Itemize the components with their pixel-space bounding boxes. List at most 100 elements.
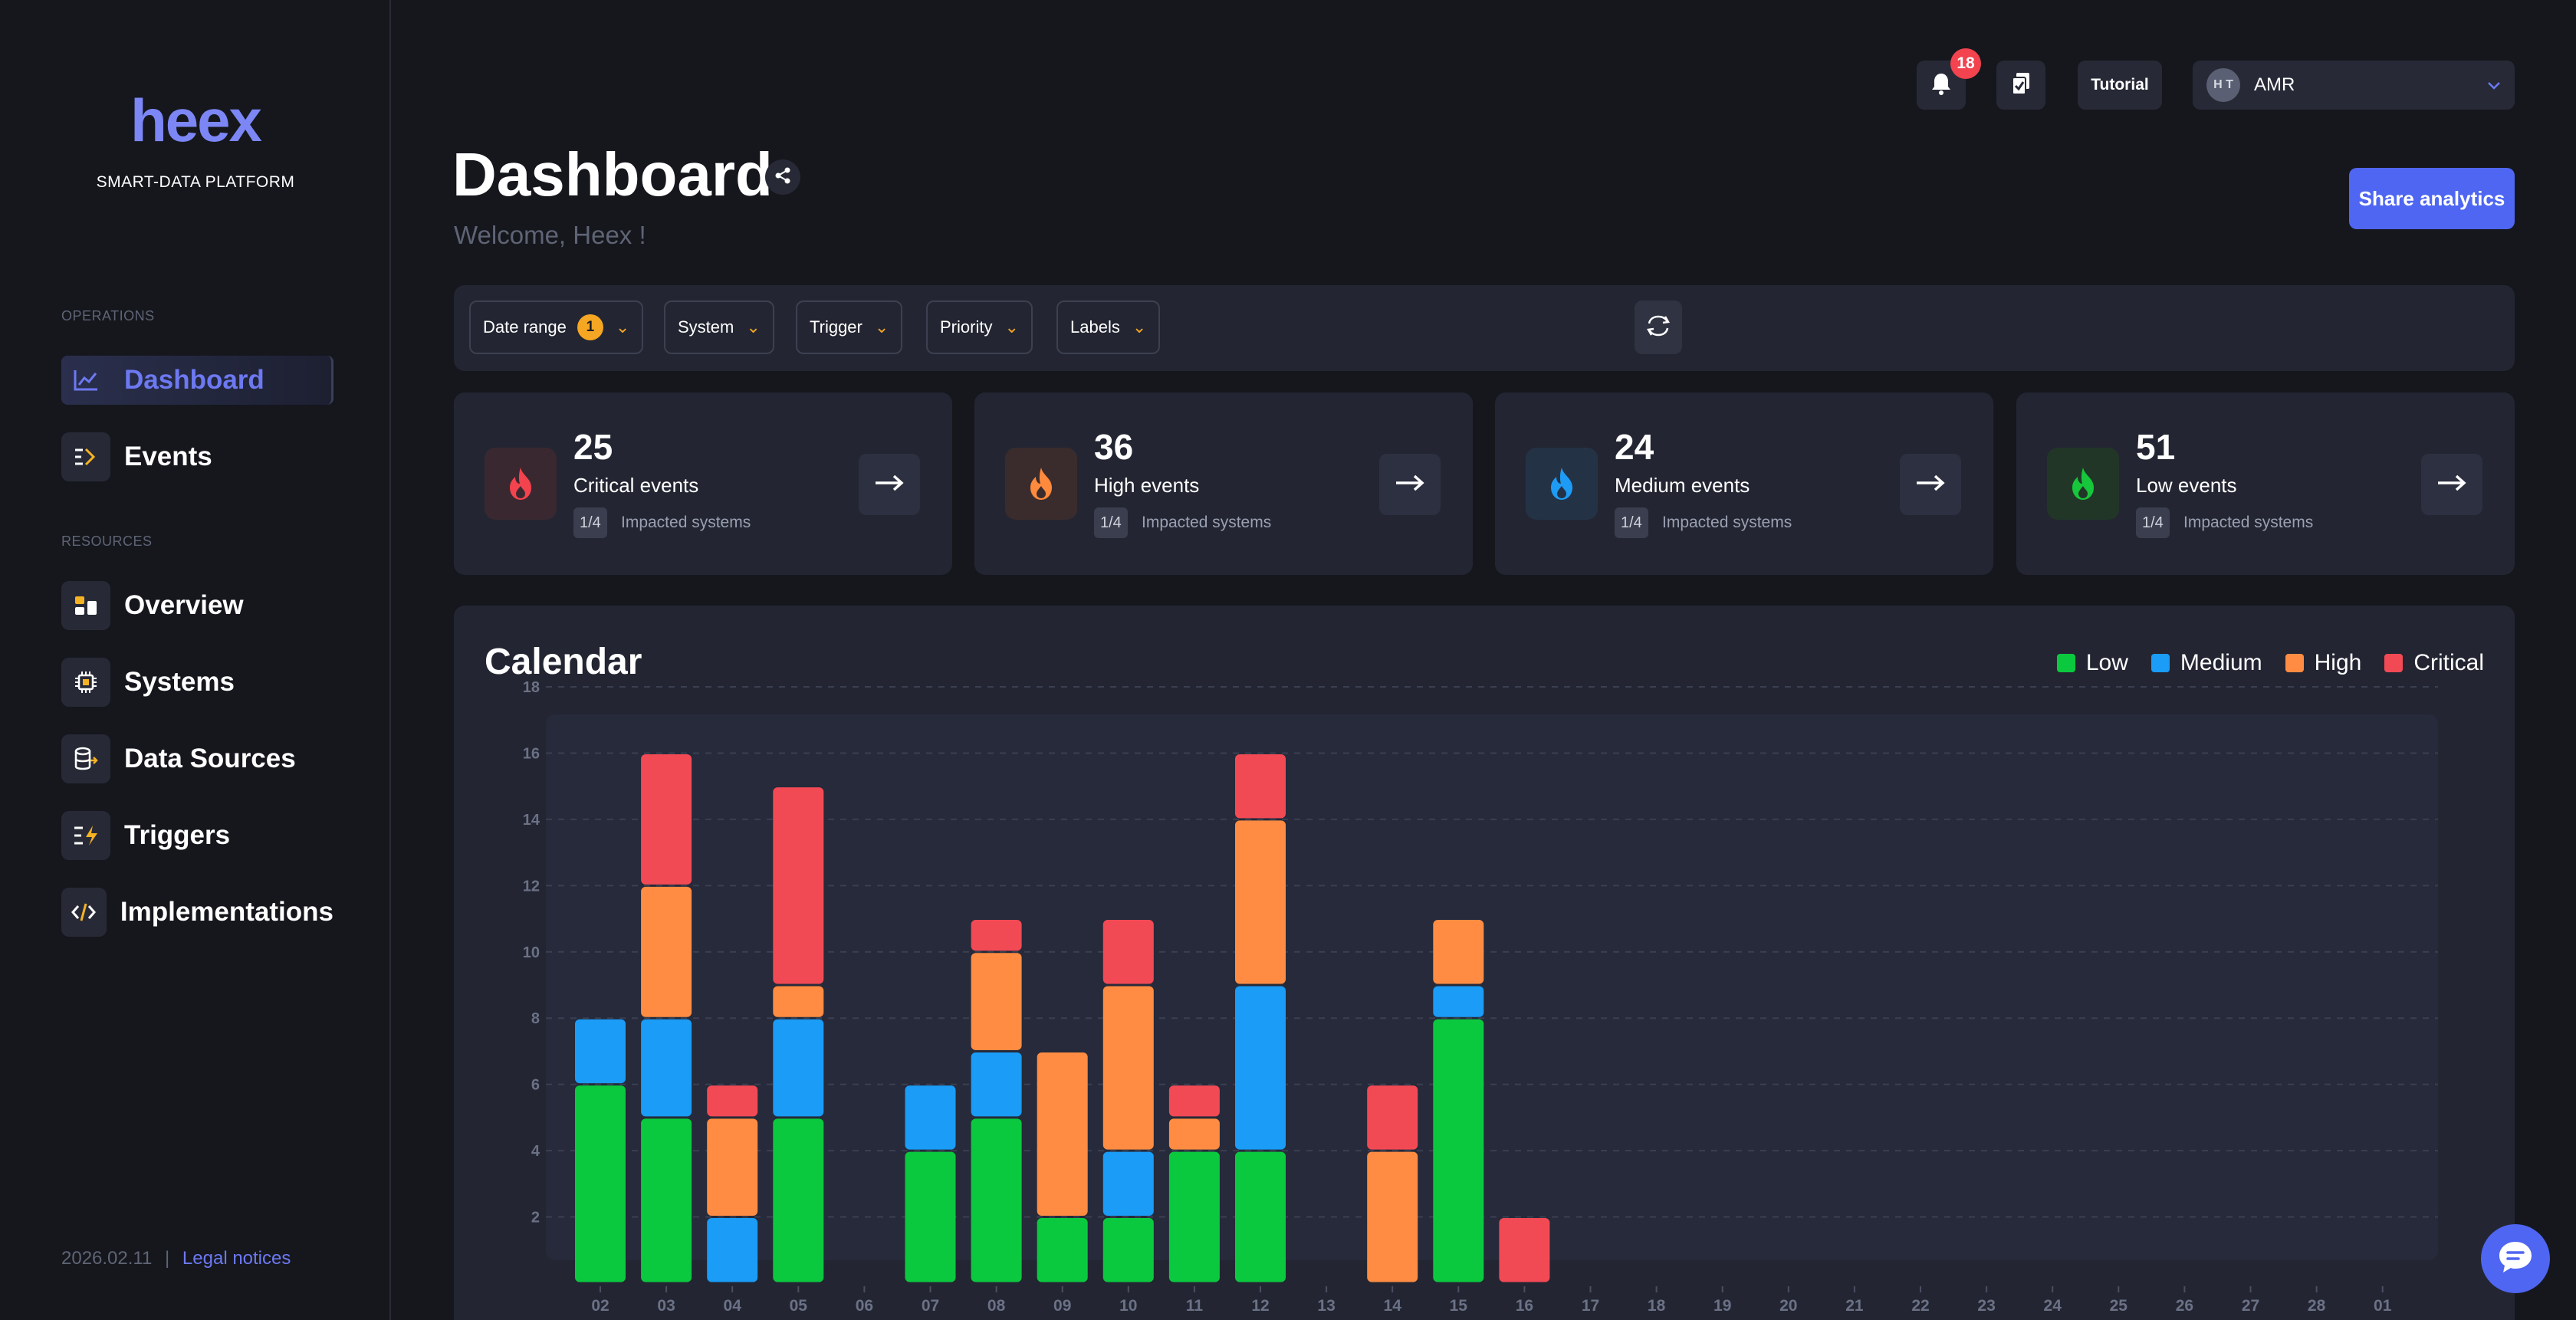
x-tick-label: 08 — [987, 1297, 1006, 1315]
sidebar-item-events[interactable]: Events — [61, 432, 334, 481]
tasks-button[interactable] — [1996, 61, 2045, 110]
notifications-button[interactable]: 18 — [1917, 48, 1981, 110]
bar-segment-medium[interactable] — [905, 1085, 956, 1150]
sidebar-item-dashboard[interactable]: Dashboard — [61, 356, 334, 405]
fire-icon — [2047, 448, 2119, 520]
y-tick-label: 18 — [523, 679, 540, 696]
bar-segment-high[interactable] — [1168, 1118, 1220, 1150]
stat-label: Low events — [2136, 474, 2237, 497]
bar-segment-high[interactable] — [1102, 986, 1154, 1150]
stat-open-button[interactable] — [1900, 454, 1961, 515]
filter-system[interactable]: System ⌄ — [664, 300, 774, 354]
chat-button[interactable] — [2481, 1224, 2550, 1293]
fire-icon — [1005, 448, 1077, 520]
filter-trigger[interactable]: Trigger ⌄ — [796, 300, 903, 354]
legal-notices-link[interactable]: Legal notices — [182, 1248, 291, 1269]
stat-label: High events — [1094, 474, 1200, 497]
bar-segment-medium[interactable] — [641, 1019, 692, 1117]
bar-segment-high[interactable] — [1235, 820, 1286, 984]
bar-segment-low[interactable] — [1235, 1151, 1286, 1282]
sidebar-item-data-sources[interactable]: Data Sources — [61, 734, 334, 783]
bar-segment-medium[interactable] — [971, 1052, 1022, 1117]
arrow-right-icon — [874, 474, 905, 496]
bar-segment-medium[interactable] — [707, 1218, 758, 1282]
share-analytics-button[interactable]: Share analytics — [2349, 168, 2515, 229]
app-logo[interactable]: heex — [130, 87, 262, 154]
bar-segment-high[interactable] — [1433, 920, 1484, 984]
bar-segment-medium[interactable] — [1102, 1151, 1154, 1217]
stat-label: Critical events — [573, 474, 699, 497]
bar-segment-low[interactable] — [1102, 1218, 1154, 1282]
legend-item-medium[interactable]: Medium — [2150, 650, 2262, 676]
bar-segment-low[interactable] — [773, 1118, 824, 1282]
chevron-down-icon: ⌄ — [1004, 317, 1019, 337]
bar-segment-medium[interactable] — [575, 1019, 626, 1084]
x-tick-label: 09 — [1053, 1297, 1071, 1315]
bar-segment-critical[interactable] — [1102, 920, 1154, 984]
bar-segment-low[interactable] — [905, 1151, 956, 1282]
bar-segment-critical[interactable] — [1499, 1218, 1550, 1282]
x-tick-label: 15 — [1450, 1297, 1468, 1315]
x-tick-label: 07 — [922, 1297, 939, 1315]
x-tick-label: 04 — [724, 1297, 742, 1315]
bar-segment-low[interactable] — [1168, 1151, 1220, 1282]
filter-label: Date range — [483, 317, 567, 337]
x-tick-label: 23 — [1977, 1297, 1995, 1315]
tutorial-button[interactable]: Tutorial — [2078, 61, 2162, 110]
filter-label: Priority — [940, 317, 993, 337]
bar-segment-critical[interactable] — [1168, 1085, 1220, 1117]
x-tick-label: 24 — [2044, 1297, 2062, 1315]
bar-segment-critical[interactable] — [773, 787, 824, 984]
filter-date-range[interactable]: Date range 1 ⌄ — [469, 300, 644, 354]
build-date: 2026.02.11 — [61, 1248, 153, 1269]
chart-legend: Low Medium High Critical — [2034, 650, 2484, 676]
sidebar-item-triggers[interactable]: Triggers — [61, 811, 334, 860]
bar-segment-medium[interactable] — [1433, 986, 1484, 1017]
bar-segment-high[interactable] — [641, 886, 692, 1017]
database-icon — [61, 734, 110, 783]
bar-segment-critical[interactable] — [707, 1085, 758, 1117]
filter-label: System — [678, 317, 734, 337]
bar-segment-low[interactable] — [1433, 1019, 1484, 1282]
sidebar-item-overview[interactable]: Overview — [61, 581, 334, 630]
bar-segment-critical[interactable] — [971, 920, 1022, 951]
x-tick-label: 13 — [1317, 1297, 1335, 1315]
bar-segment-low[interactable] — [1037, 1218, 1088, 1282]
bar-segment-low[interactable] — [641, 1118, 692, 1282]
bar-segment-high[interactable] — [1367, 1151, 1418, 1282]
bar-segment-low[interactable] — [971, 1118, 1022, 1282]
legend-label: Low — [2085, 650, 2128, 675]
stat-open-button[interactable] — [859, 454, 920, 515]
bar-segment-high[interactable] — [707, 1118, 758, 1217]
footer-separator: | — [165, 1248, 170, 1269]
bar-segment-medium[interactable] — [773, 1019, 824, 1117]
filter-priority[interactable]: Priority ⌄ — [926, 300, 1033, 354]
x-tick-label: 19 — [1714, 1297, 1731, 1315]
bar-segment-high[interactable] — [1037, 1052, 1088, 1217]
sidebar-item-implementations[interactable]: Implementations — [61, 888, 334, 937]
filter-labels[interactable]: Labels ⌄ — [1056, 300, 1161, 354]
sidebar-item-systems[interactable]: Systems — [61, 658, 334, 707]
bar-segment-low[interactable] — [575, 1085, 626, 1282]
user-menu[interactable]: H T AMR — [2193, 61, 2515, 110]
bar-segment-high[interactable] — [773, 986, 824, 1017]
stat-open-button[interactable] — [1379, 454, 1441, 515]
legend-item-low[interactable]: Low — [2056, 650, 2128, 676]
bar-segment-high[interactable] — [971, 953, 1022, 1050]
share-icon-button[interactable] — [765, 159, 800, 195]
stat-count: 24 — [1615, 427, 1654, 467]
bar-segment-critical[interactable] — [1367, 1085, 1418, 1150]
nav-section-resources: RESOURCES — [61, 534, 153, 549]
legend-label: High — [2314, 650, 2362, 675]
x-tick-label: 26 — [2176, 1297, 2193, 1315]
x-tick-label: 01 — [2374, 1297, 2392, 1315]
legend-item-critical[interactable]: Critical — [2384, 650, 2484, 676]
bar-segment-medium[interactable] — [1235, 986, 1286, 1150]
refresh-button[interactable] — [1635, 300, 1682, 354]
stat-open-button[interactable] — [2421, 454, 2482, 515]
bar-segment-critical[interactable] — [641, 754, 692, 885]
legend-item-high[interactable]: High — [2285, 650, 2362, 676]
x-tick-label: 28 — [2308, 1297, 2326, 1315]
bar-segment-critical[interactable] — [1235, 754, 1286, 819]
